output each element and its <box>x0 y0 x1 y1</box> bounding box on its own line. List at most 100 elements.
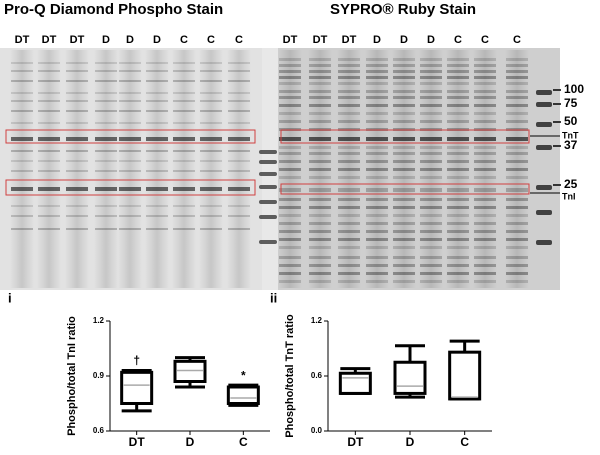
lane-label: D <box>153 34 161 46</box>
gel-band <box>146 80 168 82</box>
gel-lane <box>118 50 142 288</box>
gel-band <box>338 76 360 79</box>
gel-band <box>279 160 301 163</box>
panel-label: ii <box>270 290 277 305</box>
gel-band <box>338 90 360 93</box>
gel-band <box>95 170 117 172</box>
gel-band <box>393 176 415 179</box>
gel-band <box>146 100 168 102</box>
gel-band <box>447 280 469 283</box>
y-axis-label: Phospho/total TnI ratio <box>66 316 78 436</box>
gel-ladder-left <box>262 48 280 290</box>
gel-band <box>420 188 442 192</box>
gel-band <box>338 96 360 99</box>
gel-band <box>119 228 141 230</box>
gel-band <box>420 96 442 99</box>
lane-label: C <box>454 34 462 46</box>
gel-band <box>38 92 60 94</box>
gel-band <box>279 96 301 99</box>
gel-band <box>146 70 168 72</box>
gel-band <box>393 264 415 267</box>
gel-band <box>420 214 442 217</box>
gel-band <box>366 82 388 85</box>
lane-label: C <box>235 34 243 46</box>
gel-band <box>506 176 528 179</box>
ladder-band <box>259 172 277 176</box>
gel-band <box>506 264 528 267</box>
y-tick-label: 1.2 <box>93 316 105 325</box>
lane-label: D <box>126 34 134 46</box>
gel-band <box>200 160 222 162</box>
gel-band <box>393 120 415 123</box>
ladder-band <box>259 215 277 219</box>
gel-lane <box>172 50 196 288</box>
gel-band <box>447 76 469 79</box>
gel-band <box>38 215 60 217</box>
gel-band <box>366 137 388 141</box>
gel-band <box>366 176 388 179</box>
gel-band <box>366 188 388 192</box>
gel-band <box>393 206 415 209</box>
gel-lane <box>473 50 497 288</box>
gel-band <box>420 272 442 275</box>
gel-band <box>173 150 195 152</box>
gel-band <box>393 90 415 93</box>
gel-band <box>95 205 117 207</box>
gel-band <box>279 198 301 201</box>
gel-band <box>228 160 250 162</box>
gel-band <box>506 137 528 141</box>
gel-band <box>119 80 141 82</box>
gel-band <box>393 222 415 225</box>
gel-band <box>279 214 301 217</box>
gel-band <box>309 230 331 233</box>
gel-band <box>506 198 528 201</box>
tnt-box-left <box>5 129 256 144</box>
gel-band <box>420 82 442 85</box>
gel-band <box>11 228 33 230</box>
gel-band <box>366 112 388 115</box>
gel-band <box>173 122 195 124</box>
gel-band <box>366 160 388 163</box>
tni-box-left <box>5 179 256 196</box>
gel-band <box>420 146 442 149</box>
box <box>226 385 260 405</box>
gel-band <box>11 187 33 191</box>
y-tick-label: 0.9 <box>93 371 105 380</box>
x-tick-label: DT <box>129 435 146 449</box>
gel-band <box>506 120 528 123</box>
gel-band <box>393 272 415 275</box>
gel-band <box>119 187 141 191</box>
gel-band <box>338 230 360 233</box>
gel-band <box>66 80 88 82</box>
gel-band <box>506 112 528 115</box>
gel-band <box>66 122 88 124</box>
gel-lane <box>94 50 118 288</box>
gel-band <box>66 150 88 152</box>
gel-band <box>474 90 496 93</box>
gel-band <box>447 112 469 115</box>
gel-band <box>309 120 331 123</box>
gel-band <box>173 170 195 172</box>
tni-box-right <box>280 183 530 195</box>
gel-band <box>173 80 195 82</box>
lane-label: DT <box>15 34 30 46</box>
ladder-band <box>536 240 552 245</box>
gel-band <box>309 238 331 241</box>
gel-band <box>338 82 360 85</box>
gel-band <box>309 188 331 192</box>
gel-band <box>95 228 117 230</box>
gel-band <box>393 160 415 163</box>
gel-band <box>474 168 496 171</box>
gel-band <box>279 168 301 171</box>
gel-band <box>447 256 469 259</box>
gel-band <box>338 137 360 141</box>
gel-band <box>393 146 415 149</box>
gel-band <box>393 214 415 217</box>
gel-band <box>228 205 250 207</box>
gel-band <box>173 110 195 112</box>
gel-band <box>173 92 195 94</box>
gel-band <box>309 90 331 93</box>
gel-band <box>66 92 88 94</box>
gel-band <box>228 170 250 172</box>
gel-band <box>119 100 141 102</box>
